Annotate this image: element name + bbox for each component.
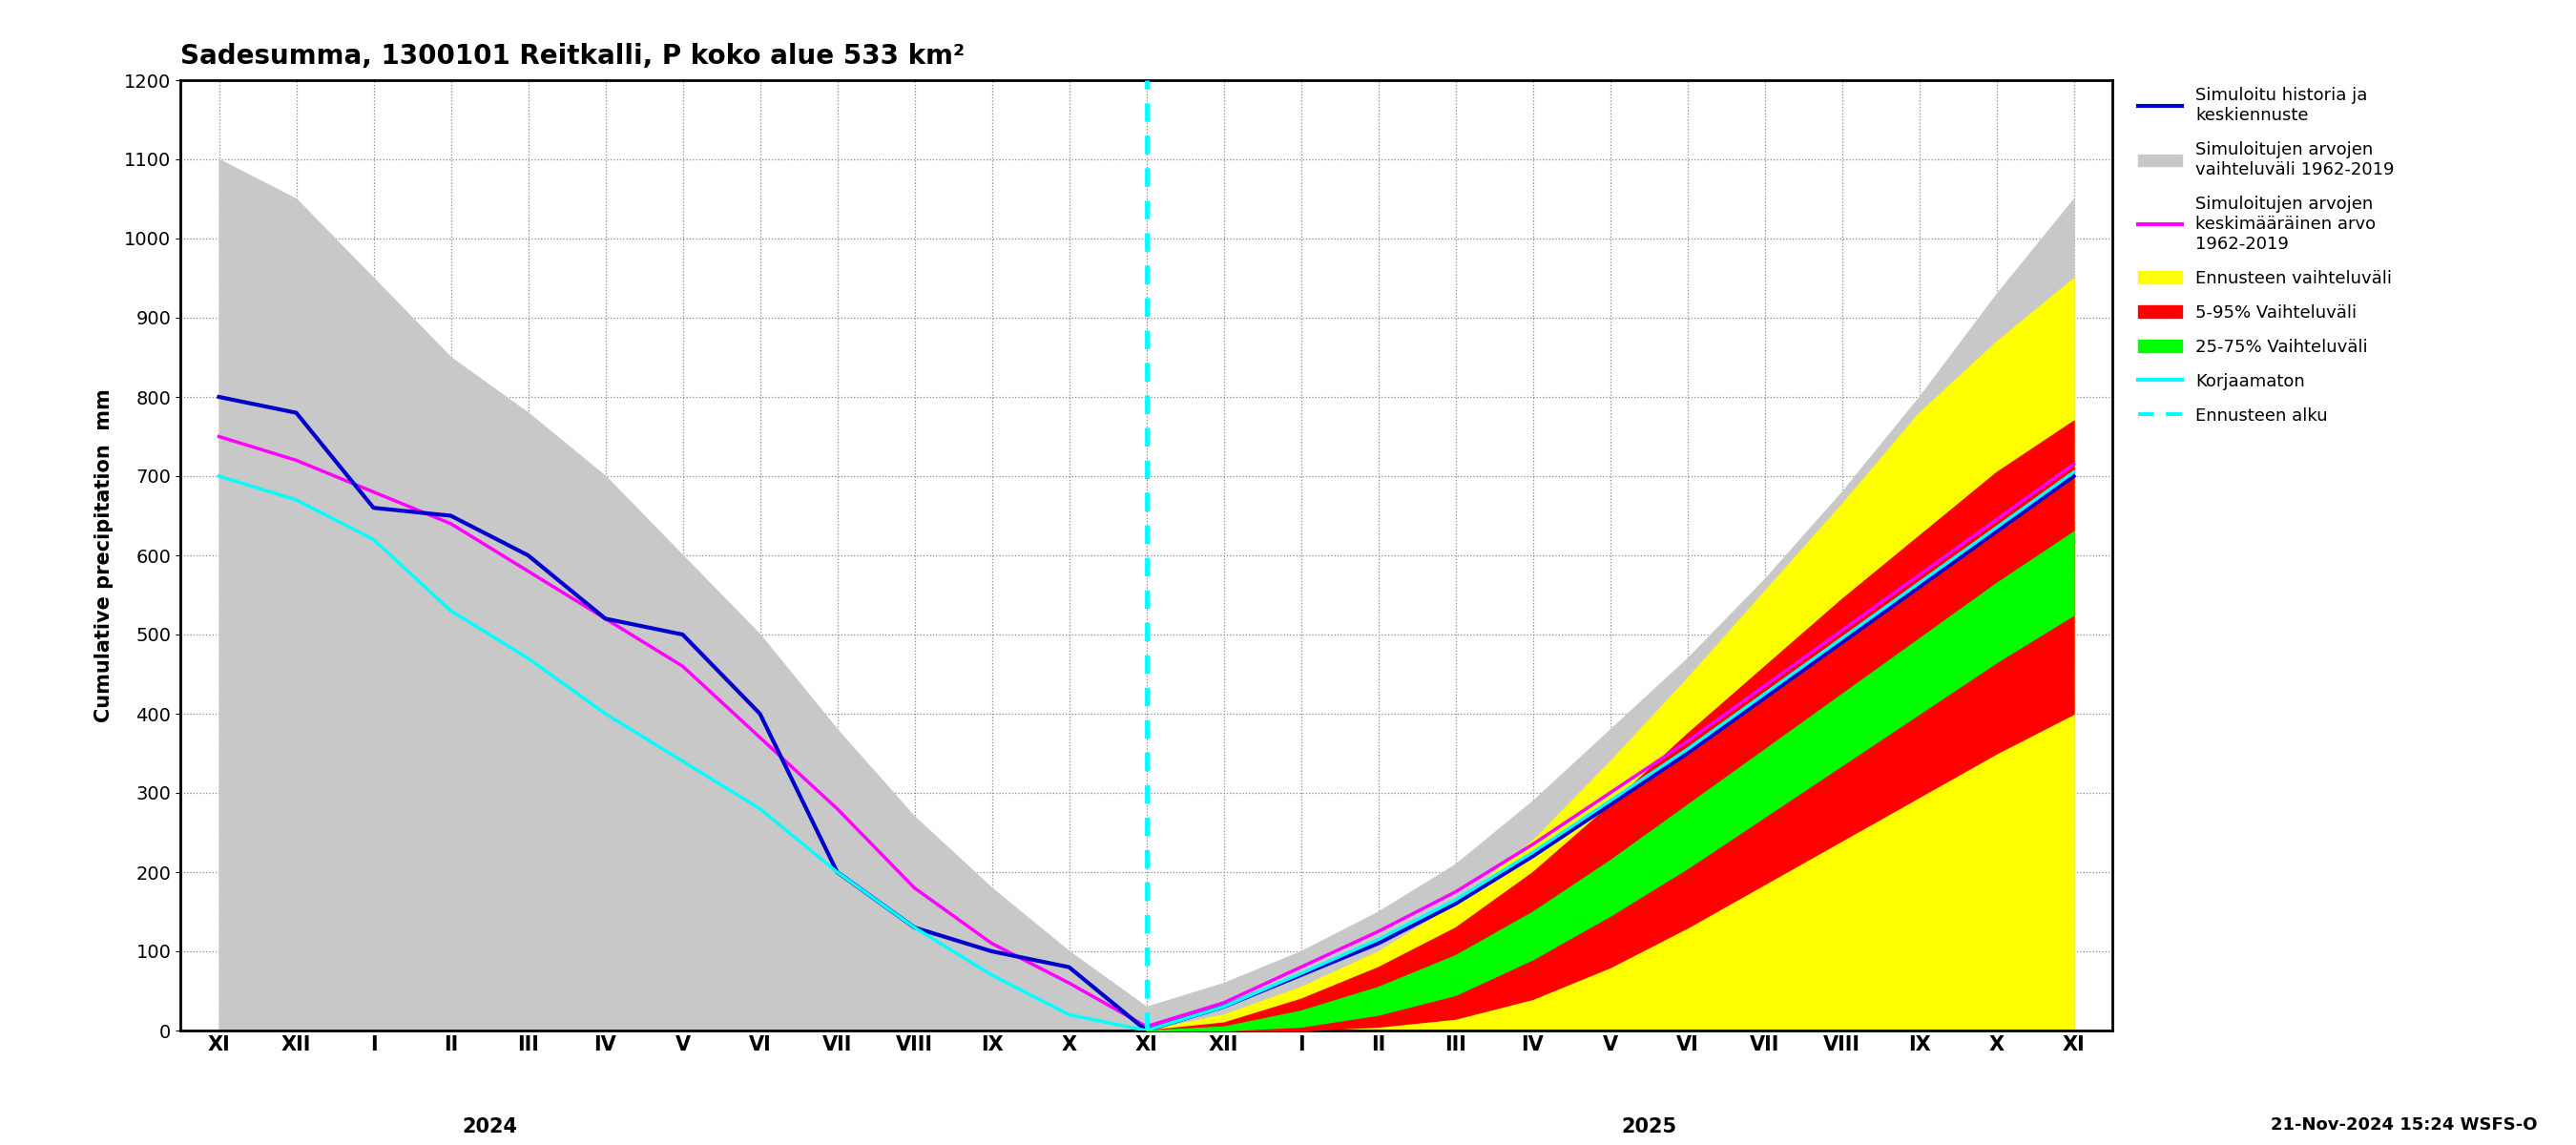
Y-axis label: Cumulative precipitation  mm: Cumulative precipitation mm [95,388,113,722]
Text: Sadesumma, 1300101 Reitkalli, P koko alue 533 km²: Sadesumma, 1300101 Reitkalli, P koko alu… [180,44,963,70]
Legend: Simuloitu historia ja
keskiennuste, Simuloitujen arvojen
vaihteluväli 1962-2019,: Simuloitu historia ja keskiennuste, Simu… [2133,80,2401,432]
Text: 2024: 2024 [461,1118,518,1137]
Text: 21-Nov-2024 15:24 WSFS-O: 21-Nov-2024 15:24 WSFS-O [2269,1116,2537,1134]
Text: 2025: 2025 [1620,1118,1677,1137]
